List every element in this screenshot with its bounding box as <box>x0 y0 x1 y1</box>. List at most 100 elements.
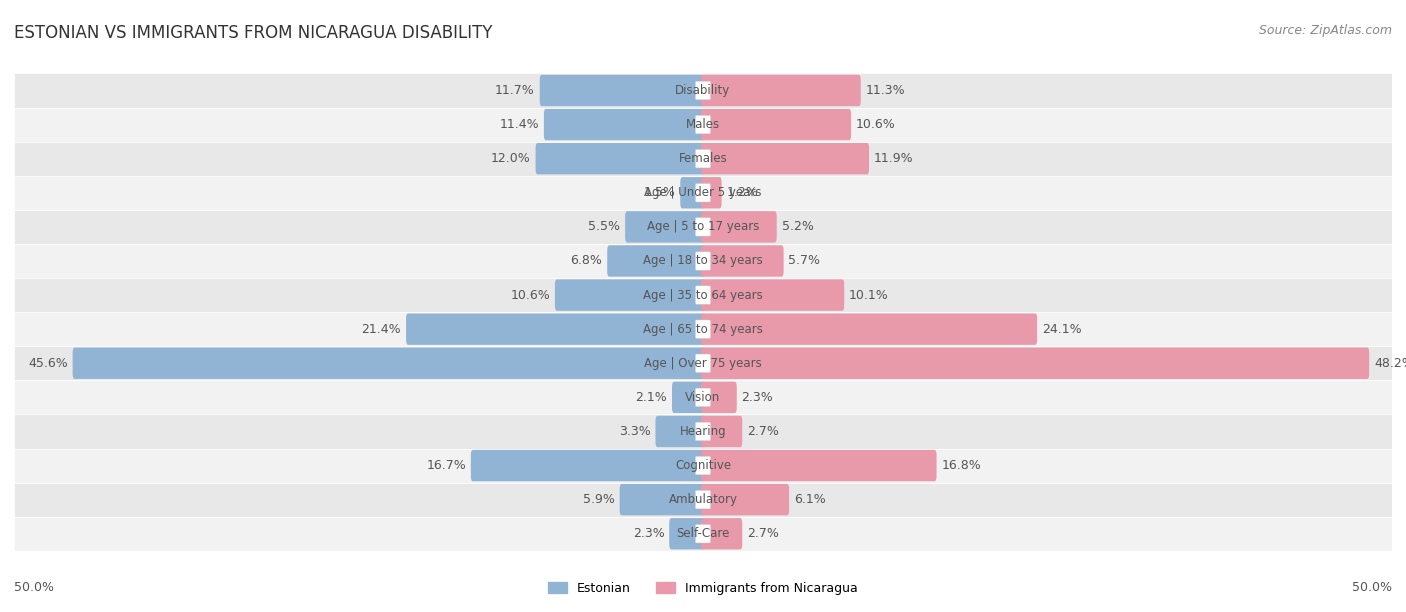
Text: 16.8%: 16.8% <box>942 459 981 472</box>
FancyBboxPatch shape <box>702 245 783 277</box>
FancyBboxPatch shape <box>672 382 704 413</box>
Text: Self-Care: Self-Care <box>676 528 730 540</box>
FancyBboxPatch shape <box>14 483 1392 517</box>
Text: 1.5%: 1.5% <box>644 186 675 200</box>
FancyBboxPatch shape <box>14 414 1392 449</box>
FancyBboxPatch shape <box>696 457 710 475</box>
Text: 11.9%: 11.9% <box>875 152 914 165</box>
FancyBboxPatch shape <box>607 245 704 277</box>
Text: 2.3%: 2.3% <box>741 391 773 404</box>
FancyBboxPatch shape <box>702 348 1369 379</box>
FancyBboxPatch shape <box>702 484 789 515</box>
FancyBboxPatch shape <box>696 286 710 304</box>
FancyBboxPatch shape <box>14 517 1392 551</box>
FancyBboxPatch shape <box>702 416 742 447</box>
Text: Males: Males <box>686 118 720 131</box>
Text: Age | Under 5 years: Age | Under 5 years <box>644 186 762 200</box>
FancyBboxPatch shape <box>696 388 710 406</box>
FancyBboxPatch shape <box>696 354 710 373</box>
Text: Disability: Disability <box>675 84 731 97</box>
Text: 48.2%: 48.2% <box>1374 357 1406 370</box>
Text: 45.6%: 45.6% <box>28 357 67 370</box>
Text: Source: ZipAtlas.com: Source: ZipAtlas.com <box>1258 24 1392 37</box>
FancyBboxPatch shape <box>14 449 1392 483</box>
FancyBboxPatch shape <box>14 73 1392 108</box>
Text: 10.6%: 10.6% <box>510 289 550 302</box>
Text: Hearing: Hearing <box>679 425 727 438</box>
FancyBboxPatch shape <box>696 116 710 134</box>
FancyBboxPatch shape <box>696 252 710 270</box>
FancyBboxPatch shape <box>702 109 851 140</box>
Text: 50.0%: 50.0% <box>14 581 53 594</box>
FancyBboxPatch shape <box>14 210 1392 244</box>
FancyBboxPatch shape <box>702 75 860 106</box>
FancyBboxPatch shape <box>702 280 844 311</box>
Text: Vision: Vision <box>685 391 721 404</box>
FancyBboxPatch shape <box>555 280 704 311</box>
FancyBboxPatch shape <box>73 348 704 379</box>
Text: 12.0%: 12.0% <box>491 152 531 165</box>
FancyBboxPatch shape <box>14 108 1392 141</box>
FancyBboxPatch shape <box>620 484 704 515</box>
Text: 16.7%: 16.7% <box>426 459 465 472</box>
Legend: Estonian, Immigrants from Nicaragua: Estonian, Immigrants from Nicaragua <box>544 577 862 600</box>
Text: 5.2%: 5.2% <box>782 220 814 233</box>
Text: 21.4%: 21.4% <box>361 323 401 335</box>
FancyBboxPatch shape <box>702 143 869 174</box>
Text: Age | 65 to 74 years: Age | 65 to 74 years <box>643 323 763 335</box>
FancyBboxPatch shape <box>696 218 710 236</box>
FancyBboxPatch shape <box>696 524 710 543</box>
Text: 3.3%: 3.3% <box>619 425 651 438</box>
FancyBboxPatch shape <box>702 177 721 209</box>
Text: 6.1%: 6.1% <box>794 493 825 506</box>
Text: 24.1%: 24.1% <box>1042 323 1081 335</box>
FancyBboxPatch shape <box>696 422 710 441</box>
FancyBboxPatch shape <box>471 450 704 481</box>
Text: 11.4%: 11.4% <box>499 118 538 131</box>
FancyBboxPatch shape <box>669 518 704 550</box>
FancyBboxPatch shape <box>696 184 710 202</box>
Text: 2.1%: 2.1% <box>636 391 668 404</box>
FancyBboxPatch shape <box>702 211 776 242</box>
FancyBboxPatch shape <box>696 81 710 100</box>
Text: Females: Females <box>679 152 727 165</box>
Text: 5.7%: 5.7% <box>789 255 821 267</box>
FancyBboxPatch shape <box>14 346 1392 380</box>
FancyBboxPatch shape <box>14 176 1392 210</box>
Text: 10.6%: 10.6% <box>856 118 896 131</box>
Text: Age | Over 75 years: Age | Over 75 years <box>644 357 762 370</box>
FancyBboxPatch shape <box>14 312 1392 346</box>
FancyBboxPatch shape <box>14 278 1392 312</box>
Text: Age | 18 to 34 years: Age | 18 to 34 years <box>643 255 763 267</box>
Text: 50.0%: 50.0% <box>1353 581 1392 594</box>
Text: Ambulatory: Ambulatory <box>668 493 738 506</box>
FancyBboxPatch shape <box>406 313 704 345</box>
FancyBboxPatch shape <box>626 211 704 242</box>
Text: 2.7%: 2.7% <box>747 425 779 438</box>
FancyBboxPatch shape <box>702 313 1038 345</box>
Text: ESTONIAN VS IMMIGRANTS FROM NICARAGUA DISABILITY: ESTONIAN VS IMMIGRANTS FROM NICARAGUA DI… <box>14 24 492 42</box>
Text: Age | 35 to 64 years: Age | 35 to 64 years <box>643 289 763 302</box>
FancyBboxPatch shape <box>696 320 710 338</box>
FancyBboxPatch shape <box>702 450 936 481</box>
FancyBboxPatch shape <box>702 518 742 550</box>
FancyBboxPatch shape <box>540 75 704 106</box>
Text: 11.3%: 11.3% <box>866 84 905 97</box>
FancyBboxPatch shape <box>696 149 710 168</box>
Text: 2.7%: 2.7% <box>747 528 779 540</box>
FancyBboxPatch shape <box>14 380 1392 414</box>
FancyBboxPatch shape <box>696 490 710 509</box>
FancyBboxPatch shape <box>681 177 704 209</box>
Text: Cognitive: Cognitive <box>675 459 731 472</box>
Text: 11.7%: 11.7% <box>495 84 534 97</box>
Text: 5.9%: 5.9% <box>583 493 614 506</box>
FancyBboxPatch shape <box>14 141 1392 176</box>
Text: 5.5%: 5.5% <box>588 220 620 233</box>
Text: Age | 5 to 17 years: Age | 5 to 17 years <box>647 220 759 233</box>
Text: 1.2%: 1.2% <box>727 186 758 200</box>
FancyBboxPatch shape <box>536 143 704 174</box>
Text: 6.8%: 6.8% <box>571 255 602 267</box>
Text: 2.3%: 2.3% <box>633 528 665 540</box>
FancyBboxPatch shape <box>14 244 1392 278</box>
FancyBboxPatch shape <box>655 416 704 447</box>
